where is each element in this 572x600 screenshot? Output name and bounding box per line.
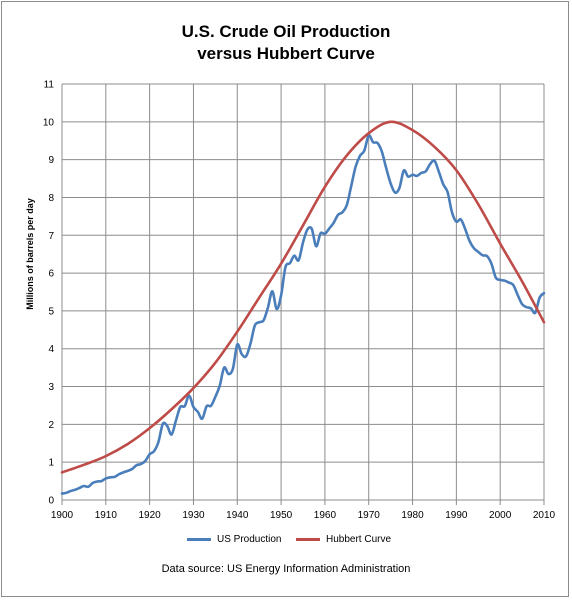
x-tick-label: 2010 [533, 510, 556, 521]
y-tick-label: 1 [48, 458, 54, 469]
x-tick-label: 1910 [95, 510, 118, 521]
legend: US Production Hubbert Curve [0, 534, 572, 550]
legend-item-us-production: US Production [187, 534, 281, 545]
legend-swatch-hubbert-curve [296, 538, 320, 541]
y-tick-label: 3 [48, 382, 54, 393]
y-tick-label: 11 [44, 80, 55, 91]
y-tick-label: 9 [48, 155, 54, 166]
chart-title: U.S. Crude Oil Production [181, 22, 391, 41]
y-tick-label: 10 [43, 117, 55, 128]
y-tick-label: 8 [48, 193, 54, 204]
y-tick-label: 4 [48, 344, 54, 355]
x-tick-label: 1940 [226, 510, 249, 521]
legend-label-us-production: US Production [217, 534, 282, 545]
x-tick-label: 1900 [51, 510, 74, 521]
x-tick-label: 1950 [270, 510, 293, 521]
x-tick-label: 1990 [445, 510, 468, 521]
legend-label-hubbert-curve: Hubbert Curve [326, 534, 392, 545]
y-tick-label: 5 [48, 306, 54, 317]
y-tick-label: 6 [48, 269, 54, 280]
x-tick-label: 1960 [314, 510, 337, 521]
y-tick-label: 7 [48, 231, 54, 242]
x-tick-label: 1920 [139, 510, 162, 521]
legend-item-hubbert-curve: Hubbert Curve [296, 534, 391, 545]
data-source-note: Data source: US Energy Information Admin… [161, 563, 411, 575]
series-line-hubbert-curve [60, 120, 546, 474]
x-tick-label: 1980 [401, 510, 424, 521]
x-tick-label: 2000 [489, 510, 512, 521]
x-tick-label: 1970 [358, 510, 381, 521]
y-tick-label: 2 [48, 420, 54, 431]
chart-subtitle: versus Hubbert Curve [197, 44, 375, 63]
legend-swatch-us-production [187, 538, 211, 541]
y-tick-label: 0 [48, 496, 54, 507]
series-line-us-production [60, 133, 546, 495]
x-tick-label: 1930 [182, 510, 205, 521]
